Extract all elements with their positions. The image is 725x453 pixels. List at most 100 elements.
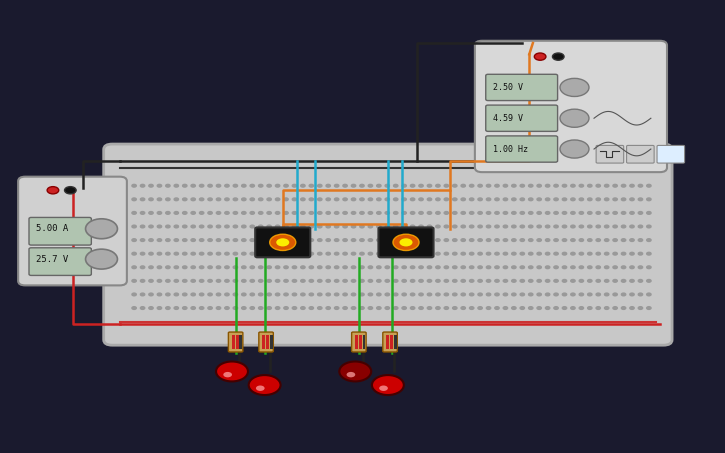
Circle shape bbox=[470, 212, 474, 214]
Circle shape bbox=[596, 307, 600, 309]
Circle shape bbox=[613, 239, 617, 241]
Circle shape bbox=[554, 266, 558, 269]
Circle shape bbox=[149, 307, 153, 309]
Circle shape bbox=[385, 239, 389, 241]
Circle shape bbox=[494, 307, 499, 309]
Circle shape bbox=[241, 184, 246, 187]
Circle shape bbox=[402, 307, 406, 309]
Circle shape bbox=[638, 184, 642, 187]
Circle shape bbox=[326, 212, 331, 214]
Circle shape bbox=[503, 252, 508, 255]
Circle shape bbox=[368, 212, 373, 214]
Circle shape bbox=[284, 184, 289, 187]
Circle shape bbox=[486, 266, 491, 269]
Circle shape bbox=[512, 184, 516, 187]
Circle shape bbox=[326, 307, 331, 309]
Circle shape bbox=[216, 252, 220, 255]
Circle shape bbox=[402, 225, 406, 228]
Circle shape bbox=[444, 266, 449, 269]
Circle shape bbox=[470, 307, 474, 309]
Circle shape bbox=[149, 212, 153, 214]
Circle shape bbox=[537, 212, 542, 214]
Circle shape bbox=[427, 198, 431, 201]
Circle shape bbox=[334, 225, 339, 228]
Circle shape bbox=[208, 252, 212, 255]
Circle shape bbox=[360, 212, 364, 214]
Circle shape bbox=[250, 252, 254, 255]
Circle shape bbox=[563, 280, 567, 282]
Circle shape bbox=[520, 266, 524, 269]
Circle shape bbox=[621, 266, 626, 269]
Circle shape bbox=[166, 184, 170, 187]
Circle shape bbox=[199, 307, 204, 309]
Circle shape bbox=[233, 307, 238, 309]
Circle shape bbox=[534, 53, 546, 60]
Circle shape bbox=[385, 212, 389, 214]
Circle shape bbox=[571, 252, 575, 255]
Circle shape bbox=[318, 266, 322, 269]
Text: 5.00 A: 5.00 A bbox=[36, 224, 68, 233]
Circle shape bbox=[563, 307, 567, 309]
Circle shape bbox=[334, 239, 339, 241]
Circle shape bbox=[630, 280, 634, 282]
Circle shape bbox=[520, 239, 524, 241]
Circle shape bbox=[444, 212, 449, 214]
Circle shape bbox=[605, 293, 609, 296]
Circle shape bbox=[436, 198, 440, 201]
Bar bbox=[386, 335, 389, 349]
Circle shape bbox=[436, 239, 440, 241]
Circle shape bbox=[259, 252, 263, 255]
Circle shape bbox=[292, 198, 297, 201]
Circle shape bbox=[402, 239, 406, 241]
Circle shape bbox=[292, 266, 297, 269]
Circle shape bbox=[183, 307, 187, 309]
Circle shape bbox=[571, 280, 575, 282]
Circle shape bbox=[402, 293, 406, 296]
Circle shape bbox=[552, 53, 564, 60]
Circle shape bbox=[452, 212, 457, 214]
Circle shape bbox=[560, 140, 589, 158]
Circle shape bbox=[613, 293, 617, 296]
Circle shape bbox=[241, 212, 246, 214]
Circle shape bbox=[630, 239, 634, 241]
Circle shape bbox=[436, 225, 440, 228]
Circle shape bbox=[166, 239, 170, 241]
Circle shape bbox=[486, 198, 491, 201]
Circle shape bbox=[225, 184, 229, 187]
Circle shape bbox=[267, 225, 271, 228]
Circle shape bbox=[419, 280, 423, 282]
Circle shape bbox=[368, 280, 373, 282]
Circle shape bbox=[199, 198, 204, 201]
Circle shape bbox=[360, 198, 364, 201]
Circle shape bbox=[394, 266, 398, 269]
Circle shape bbox=[157, 293, 162, 296]
Circle shape bbox=[596, 252, 600, 255]
Circle shape bbox=[284, 307, 289, 309]
Circle shape bbox=[444, 280, 449, 282]
Circle shape bbox=[402, 252, 406, 255]
Circle shape bbox=[334, 198, 339, 201]
Circle shape bbox=[241, 293, 246, 296]
Circle shape bbox=[174, 239, 178, 241]
Circle shape bbox=[241, 252, 246, 255]
Circle shape bbox=[233, 198, 238, 201]
Circle shape bbox=[588, 184, 592, 187]
Circle shape bbox=[208, 239, 212, 241]
Circle shape bbox=[318, 184, 322, 187]
Circle shape bbox=[520, 184, 524, 187]
Circle shape bbox=[613, 266, 617, 269]
Circle shape bbox=[410, 212, 415, 214]
Circle shape bbox=[318, 198, 322, 201]
Circle shape bbox=[470, 252, 474, 255]
Circle shape bbox=[301, 225, 305, 228]
Circle shape bbox=[86, 249, 117, 269]
Circle shape bbox=[368, 184, 373, 187]
Circle shape bbox=[419, 184, 423, 187]
Text: 1.00 Hz: 1.00 Hz bbox=[493, 145, 528, 154]
Circle shape bbox=[647, 252, 651, 255]
Circle shape bbox=[284, 280, 289, 282]
Circle shape bbox=[292, 252, 297, 255]
Circle shape bbox=[216, 212, 220, 214]
Circle shape bbox=[241, 225, 246, 228]
Circle shape bbox=[309, 280, 313, 282]
